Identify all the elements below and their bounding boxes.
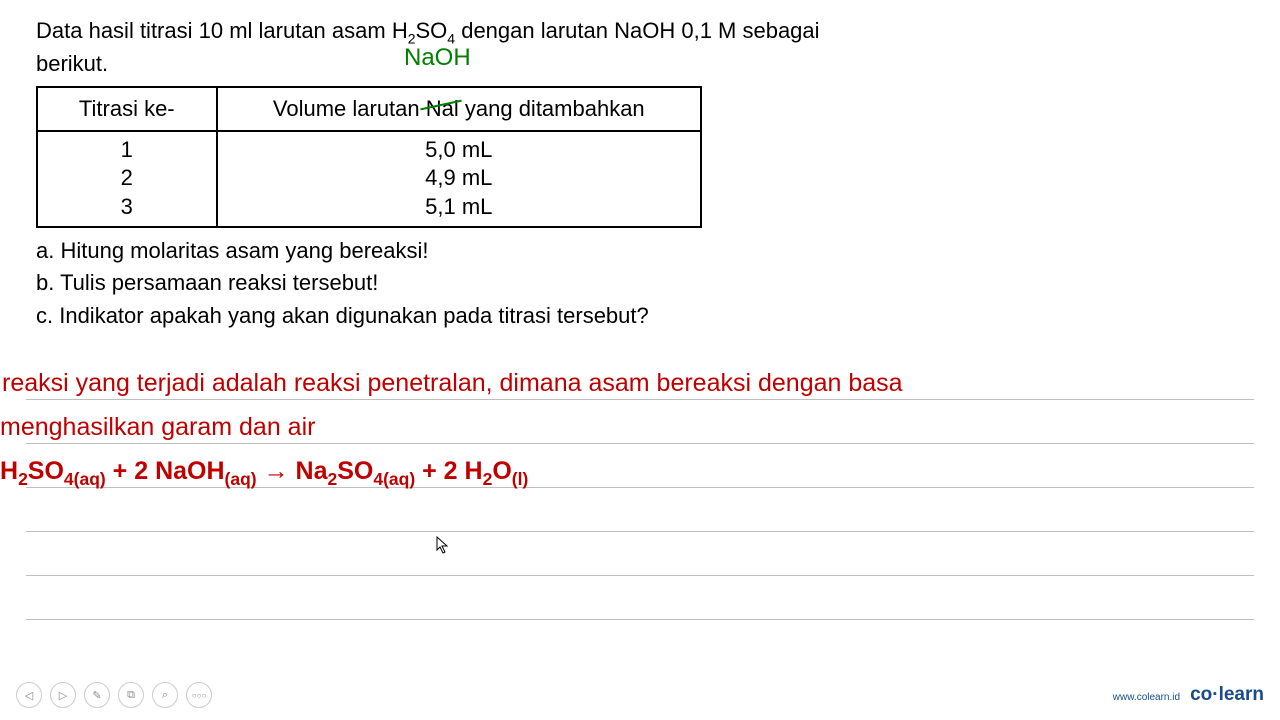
table-col2-cells: 5,0 mL 4,9 mL 5,1 mL xyxy=(217,131,701,227)
answer-line2: menghasilkan garam dan air xyxy=(0,411,315,444)
notebook-line xyxy=(26,488,1254,532)
zoom-icon[interactable]: ⌕ xyxy=(152,682,178,708)
problem-line1-p2: SO xyxy=(416,18,448,43)
footer-url: www.colearn.id xyxy=(1113,692,1180,703)
reaction-arrow: → xyxy=(257,457,296,485)
footer: ◁ ▷ ✎ ⧉ ⌕ ○○○ www.colearn.id co·learn xyxy=(0,682,1280,708)
naoh-annotation: NaOH xyxy=(404,44,471,72)
problem-statement: Data hasil titrasi 10 ml larutan asam H2… xyxy=(36,16,1244,80)
answer-line1: reaksi yang terjadi adalah reaksi penetr… xyxy=(2,367,903,400)
footer-logo: co·learn xyxy=(1190,684,1264,706)
question-a: a. Hitung molaritas asam yang bereaksi! xyxy=(36,236,1244,267)
problem-line1-p3: dengan larutan NaOH 0,1 M sebagai xyxy=(455,18,819,43)
answer-equation: H2SO4(aq) + 2 NaOH(aq) → Na2SO4(aq) + 2 … xyxy=(0,455,528,491)
notebook-line xyxy=(26,532,1254,576)
titration-table: Titrasi ke- Volume larutan Nal yang dita… xyxy=(36,86,702,228)
next-icon[interactable]: ▷ xyxy=(50,682,76,708)
table-col1-cells: 1 2 3 xyxy=(37,131,217,227)
problem-line2: berikut. xyxy=(36,51,108,76)
question-b: b. Tulis persamaan reaksi tersebut! xyxy=(36,268,1244,299)
struck-text: Nal xyxy=(426,96,459,121)
table-data-row: 1 2 3 5,0 mL 4,9 mL 5,1 mL xyxy=(37,131,701,227)
table-header-col2: Volume larutan Nal yang ditambahkan xyxy=(217,87,701,131)
problem-line1-p1: Data hasil titrasi 10 ml larutan asam H xyxy=(36,18,408,43)
questions-list: a. Hitung molaritas asam yang bereaksi! … xyxy=(36,236,1244,332)
more-icon[interactable]: ○○○ xyxy=(186,682,212,708)
prev-icon[interactable]: ◁ xyxy=(16,682,42,708)
pen-icon[interactable]: ✎ xyxy=(84,682,110,708)
notebook-line xyxy=(26,576,1254,620)
table-header-col1: Titrasi ke- xyxy=(37,87,217,131)
table-header-row: Titrasi ke- Volume larutan Nal yang dita… xyxy=(37,87,701,131)
footer-toolbar: ◁ ▷ ✎ ⧉ ⌕ ○○○ xyxy=(16,682,212,708)
cursor-icon xyxy=(436,536,450,559)
footer-branding: www.colearn.id co·learn xyxy=(1113,684,1264,706)
answer-notebook: reaksi yang terjadi adalah reaksi penetr… xyxy=(0,356,1280,620)
copy-icon[interactable]: ⧉ xyxy=(118,682,144,708)
question-c: c. Indikator apakah yang akan digunakan … xyxy=(36,301,1244,332)
